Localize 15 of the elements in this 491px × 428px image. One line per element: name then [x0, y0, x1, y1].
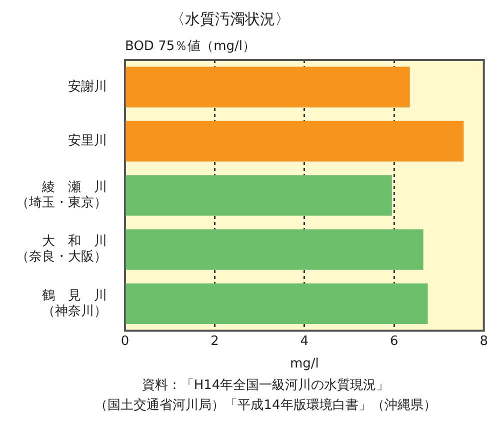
chart-subtitle: BOD 75％値（mg/l） — [125, 39, 256, 54]
y-tick-label: 綾 瀬 川（埼玉・東京） — [16, 180, 107, 211]
x-tick-label: 6 — [390, 334, 398, 349]
x-tick-label: 8 — [480, 334, 488, 349]
x-axis-title: mg/l — [290, 356, 319, 372]
text: 資料：「H14年全国一級河川の水質現況」 — [140, 377, 390, 395]
x-tick-label: 4 — [300, 334, 309, 349]
text: （国土交通省河川局）「平成14年版環境白書」（沖縄県） — [94, 397, 438, 415]
y-tick-label: 鶴 見 川（神奈川） — [42, 288, 107, 319]
y-tick-label: 安謝川 — [68, 78, 107, 94]
x-tick-label: 2 — [210, 334, 219, 349]
chart-title: 〈水質汚濁状況〉 — [170, 10, 290, 28]
x-tick-label: 0 — [120, 334, 130, 349]
y-tick-label: 安里川 — [68, 132, 107, 149]
y-tick-label: 大 和 川（奈良・大阪） — [16, 234, 107, 265]
